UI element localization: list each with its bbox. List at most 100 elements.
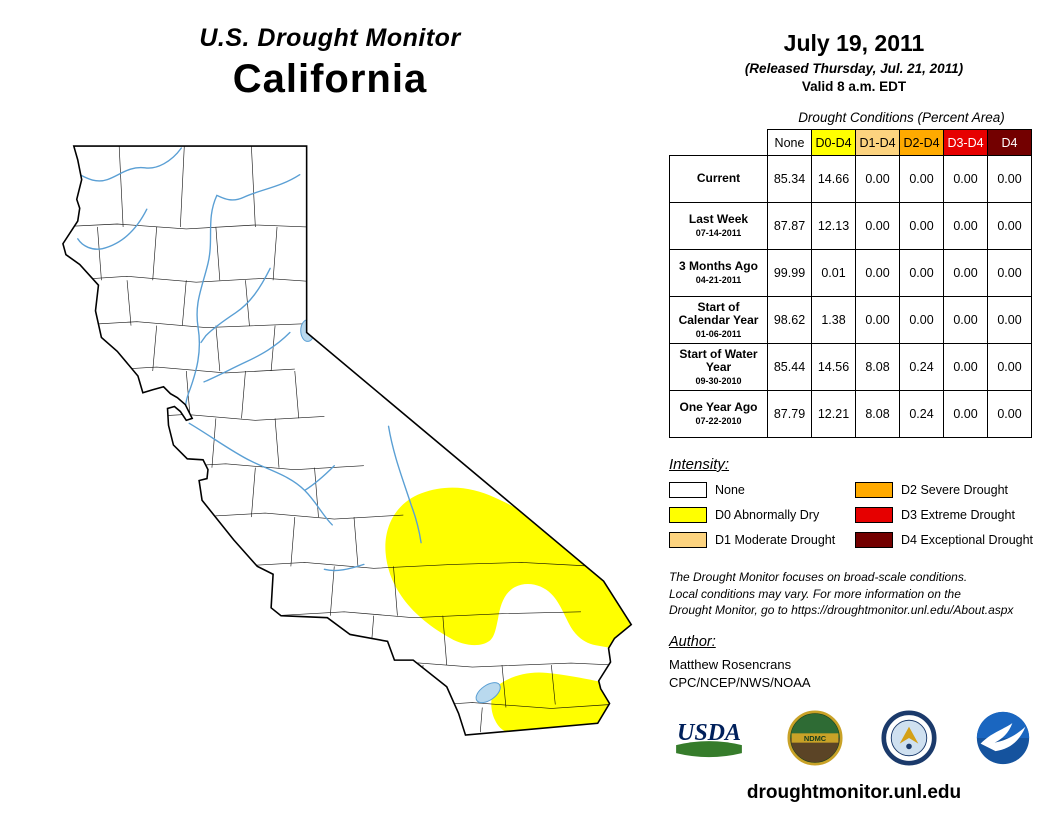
row-label-one-year-ago: One Year Ago 07-22-2010 <box>669 390 768 438</box>
intensity-legend: None D0 Abnormally Dry D1 Moderate Droug… <box>669 482 1045 557</box>
col-header-d3-d4: D3-D4 <box>943 129 988 156</box>
value-cell: 12.21 <box>811 390 856 438</box>
left-header: U.S. Drought Monitor California <box>70 24 590 102</box>
disclaimer-line: Local conditions may vary. For more info… <box>669 586 961 601</box>
col-header-d1-d4: D1-D4 <box>855 129 900 156</box>
row-label-current: Current <box>669 155 768 203</box>
legend-item-d1: D1 Moderate Drought <box>669 532 855 548</box>
value-cell: 0.00 <box>943 202 988 250</box>
col-header-d0-d4: D0-D4 <box>811 129 856 156</box>
intensity-heading: Intensity: <box>669 456 730 473</box>
legend-column-left: None D0 Abnormally Dry D1 Moderate Droug… <box>669 482 855 557</box>
value-cell: 98.62 <box>767 296 812 344</box>
value-cell: 0.00 <box>899 249 944 297</box>
valid-time: Valid 8 a.m. EDT <box>801 79 907 94</box>
legend-label: None <box>715 483 745 497</box>
value-cell: 0.00 <box>899 296 944 344</box>
disclaimer-line: The Drought Monitor focuses on broad-sca… <box>669 570 968 584</box>
conditions-table: None D0-D4 D1-D4 D2-D4 D3-D4 D4 Current … <box>669 129 1032 438</box>
color-swatch-d3 <box>855 507 893 523</box>
value-cell: 8.08 <box>855 390 900 438</box>
value-cell: 0.00 <box>899 202 944 250</box>
table-header-row: None D0-D4 D1-D4 D2-D4 D3-D4 D4 <box>669 129 1032 156</box>
legend-item-d4: D4 Exceptional Drought <box>855 532 1033 548</box>
value-cell: 0.00 <box>943 155 988 203</box>
table-row-last-week: Last Week 07-14-2011 87.87 12.13 0.00 0.… <box>669 202 1032 250</box>
agency-logos: USDA NDMC <box>669 708 1031 768</box>
california-map <box>62 145 633 736</box>
value-cell: 0.00 <box>855 155 900 203</box>
legend-label: D3 Extreme Drought <box>901 508 1015 522</box>
value-cell: 8.08 <box>855 343 900 391</box>
author-name: Matthew Rosencrans <box>669 656 792 672</box>
col-header-d2-d4: D2-D4 <box>899 129 944 156</box>
value-cell: 0.24 <box>899 343 944 391</box>
value-cell: 0.00 <box>943 296 988 344</box>
value-cell: 14.56 <box>811 343 856 391</box>
value-cell: 0.00 <box>987 249 1032 297</box>
legend-label: D4 Exceptional Drought <box>901 533 1034 547</box>
value-cell: 0.00 <box>987 202 1032 250</box>
table-caption: Drought Conditions (Percent Area) <box>798 110 1005 125</box>
color-swatch-d4 <box>855 532 893 548</box>
legend-label: D1 Moderate Drought <box>715 533 836 547</box>
table-corner-cell <box>669 129 768 156</box>
ndmc-logo-text: NDMC <box>804 733 827 742</box>
col-header-none: None <box>767 129 812 156</box>
ndmc-logo: NDMC <box>787 710 843 766</box>
legend-label: D0 Abnormally Dry <box>715 508 820 522</box>
state-outline <box>62 145 633 736</box>
release-info: (Released Thursday, Jul. 21, 2011) <box>744 61 964 76</box>
color-swatch-none <box>669 482 707 498</box>
value-cell: 0.00 <box>855 202 900 250</box>
commerce-seal-logo <box>881 710 937 766</box>
value-cell: 87.87 <box>767 202 812 250</box>
value-cell: 87.79 <box>767 390 812 438</box>
legend-column-right: D2 Severe Drought D3 Extreme Drought D4 … <box>855 482 1033 557</box>
table-row-3-months-ago: 3 Months Ago 04-21-2011 99.99 0.01 0.00 … <box>669 249 1032 297</box>
legend-item-d3: D3 Extreme Drought <box>855 507 1033 523</box>
value-cell: 12.13 <box>811 202 856 250</box>
row-label-start-calendar-year: Start of Calendar Year 01-06-2011 <box>669 296 768 344</box>
disclaimer-line: Drought Monitor, go to https://droughtmo… <box>669 603 1014 618</box>
row-label-3-months-ago: 3 Months Ago 04-21-2011 <box>669 249 768 297</box>
col-header-d4: D4 <box>987 129 1032 156</box>
legend-label: D2 Severe Drought <box>901 483 1009 497</box>
color-swatch-d2 <box>855 482 893 498</box>
table-row-current: Current 85.34 14.66 0.00 0.00 0.00 0.00 <box>669 155 1032 203</box>
value-cell: 0.00 <box>943 390 988 438</box>
value-cell: 0.00 <box>987 390 1032 438</box>
info-column: July 19, 2011 (Released Thursday, Jul. 2… <box>663 30 1045 804</box>
legend-item-d2: D2 Severe Drought <box>855 482 1033 498</box>
value-cell: 0.00 <box>943 343 988 391</box>
legend-item-d0: D0 Abnormally Dry <box>669 507 855 523</box>
value-cell: 0.00 <box>943 249 988 297</box>
value-cell: 0.00 <box>987 155 1032 203</box>
report-date: July 19, 2011 <box>783 30 925 56</box>
value-cell: 85.44 <box>767 343 812 391</box>
value-cell: 0.24 <box>899 390 944 438</box>
value-cell: 0.01 <box>811 249 856 297</box>
report-title: U.S. Drought Monitor <box>199 24 461 52</box>
table-row-start-water-year: Start of Water Year 09-30-2010 85.44 14.… <box>669 343 1032 391</box>
value-cell: 14.66 <box>811 155 856 203</box>
state-fill <box>62 146 632 736</box>
value-cell: 0.00 <box>855 296 900 344</box>
color-swatch-d0 <box>669 507 707 523</box>
table-row-one-year-ago: One Year Ago 07-22-2010 87.79 12.21 8.08… <box>669 390 1032 438</box>
rivers <box>77 147 422 572</box>
noaa-logo <box>975 710 1031 766</box>
footer-url: droughtmonitor.unl.edu <box>746 781 962 803</box>
usda-logo: USDA <box>669 711 749 765</box>
drought-area-d0 <box>385 487 632 735</box>
row-label-start-water-year: Start of Water Year 09-30-2010 <box>669 343 768 391</box>
salton-sea <box>475 682 501 704</box>
table-row-start-calendar-year: Start of Calendar Year 01-06-2011 98.62 … <box>669 296 1032 344</box>
author-org: CPC/NCEP/NWS/NOAA <box>669 674 811 690</box>
disclaimer-text: The Drought Monitor focuses on broad-sca… <box>669 569 1045 619</box>
legend-item-none: None <box>669 482 855 498</box>
color-swatch-d1 <box>669 532 707 548</box>
value-cell: 0.00 <box>987 343 1032 391</box>
value-cell: 99.99 <box>767 249 812 297</box>
